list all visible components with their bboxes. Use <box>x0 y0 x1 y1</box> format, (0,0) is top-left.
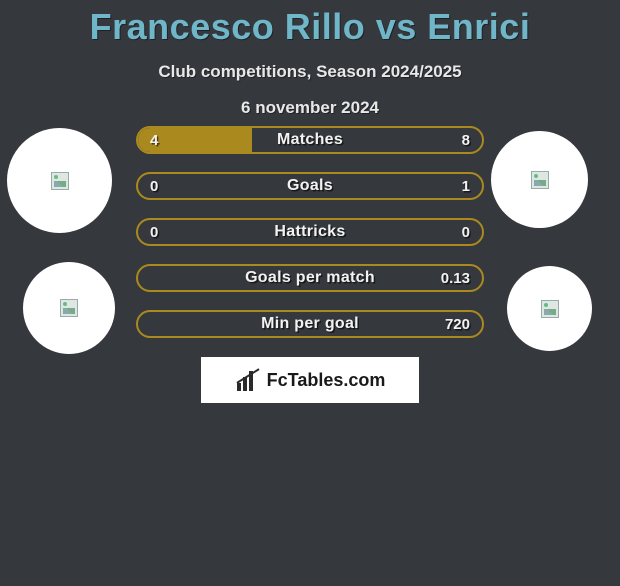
stat-row: Min per goal 720 <box>136 310 484 338</box>
stat-row: 4 Matches 8 <box>136 126 484 154</box>
player-right-photo-secondary <box>507 266 592 351</box>
stat-value-right: 0 <box>462 220 470 244</box>
logo-text: FcTables.com <box>267 370 386 391</box>
page-title: Francesco Rillo vs Enrici <box>0 6 620 48</box>
stat-row: Goals per match 0.13 <box>136 264 484 292</box>
stat-value-right: 8 <box>462 128 470 152</box>
date-label: 6 november 2024 <box>0 98 620 118</box>
stat-label: Hattricks <box>138 220 482 244</box>
stat-value-right: 720 <box>445 312 470 336</box>
stat-row: 0 Hattricks 0 <box>136 218 484 246</box>
broken-image-icon <box>531 171 549 189</box>
stat-label: Goals per match <box>138 266 482 290</box>
subtitle: Club competitions, Season 2024/2025 <box>0 62 620 82</box>
broken-image-icon <box>60 299 78 317</box>
stat-value-right: 1 <box>462 174 470 198</box>
logo-bars-icon <box>235 369 263 391</box>
comparison-bars: 4 Matches 8 0 Goals 1 0 Hattricks 0 Goal… <box>136 126 484 356</box>
broken-image-icon <box>541 300 559 318</box>
stat-label: Matches <box>138 128 482 152</box>
stat-label: Goals <box>138 174 482 198</box>
broken-image-icon <box>51 172 69 190</box>
stat-row: 0 Goals 1 <box>136 172 484 200</box>
player-left-photo-primary <box>7 128 112 233</box>
stat-value-right: 0.13 <box>441 266 470 290</box>
source-logo: FcTables.com <box>201 357 419 403</box>
player-left-photo-secondary <box>23 262 115 354</box>
player-right-photo-primary <box>491 131 588 228</box>
stat-label: Min per goal <box>138 312 482 336</box>
